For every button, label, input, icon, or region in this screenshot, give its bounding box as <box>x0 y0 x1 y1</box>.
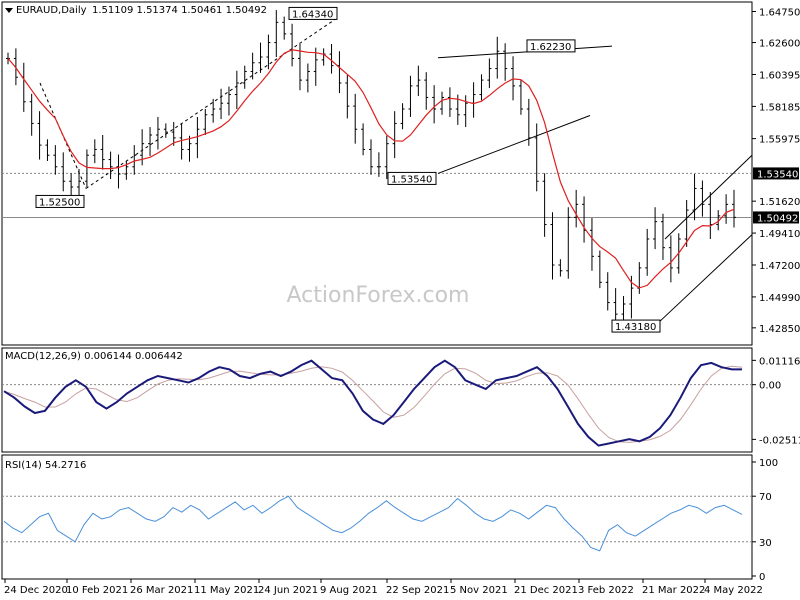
date-tick-label: 5 Nov 2021 <box>450 585 508 596</box>
annotation-label: 1.52500 <box>39 197 80 208</box>
rsi-tick-label: 100 <box>759 458 778 469</box>
candlesticks <box>6 10 736 327</box>
annotation-label: 1.53540 <box>391 174 432 185</box>
price-tick-label: 1.64750 <box>759 8 800 19</box>
chart-header: EURAUD,Daily 1.51109 1.51374 1.50461 1.5… <box>5 5 267 16</box>
resistance-trend-line <box>437 45 613 59</box>
date-tick-label: 21 Mar 2022 <box>642 585 705 596</box>
price-annotations: 1.52500 1.64340 1.53540 1.62230 1.43180 <box>35 6 661 333</box>
date-tick-label: 10 Feb 2021 <box>66 585 128 596</box>
date-tick-label: 11 May 2021 <box>194 585 259 596</box>
annotation-label: 1.43180 <box>615 322 656 333</box>
rsi-panel-frame <box>1 454 753 580</box>
price-tick-label: 1.47200 <box>759 261 800 272</box>
date-tick-label: 4 May 2022 <box>704 585 763 596</box>
channel-lower-line <box>657 234 753 324</box>
annotation-box <box>387 171 437 185</box>
macd-panel: MACD(12,26,9) 0.006144 0.006442 0.011168… <box>2 351 800 447</box>
watermark: ActionForex.com <box>287 283 470 308</box>
dashed-trend-line-rise <box>85 17 339 189</box>
rsi-tick-label: 30 <box>759 538 772 549</box>
annotation-box <box>288 6 338 20</box>
dropdown-triangle-icon[interactable] <box>5 8 13 13</box>
macd-title: MACD(12,26,9) 0.006144 0.006442 <box>5 351 183 362</box>
macd-line <box>3 359 742 447</box>
macd-tick-label: 0.00 <box>759 381 781 392</box>
price-tick-label: 1.55975 <box>759 135 800 146</box>
date-tick-label: 26 Mar 2021 <box>130 585 193 596</box>
level-tag <box>753 167 799 180</box>
channel-upper-line <box>664 154 753 240</box>
symbol-label: EURAUD,Daily <box>16 5 87 16</box>
price-tick-label: 1.42850 <box>759 324 800 335</box>
rsi-title: RSI(14) 54.2716 <box>5 460 86 471</box>
price-tick-label: 1.51620 <box>759 197 800 208</box>
annotation-label: 1.64340 <box>292 9 333 20</box>
rsi-tick-label: 0 <box>759 572 765 583</box>
price-axis: 1.64750 1.62600 1.60395 1.58185 1.55975 1.516… <box>752 8 800 335</box>
dashed-trend-line-left <box>39 82 87 189</box>
date-tick-label: 24 Jun 2021 <box>258 585 318 596</box>
date-tick-label: 9 Aug 2021 <box>320 585 378 596</box>
macd-tick-label: 0.011168 <box>759 356 800 367</box>
rsi-panel: RSI(14) 54.2716 100 70 30 0 <box>2 458 778 583</box>
annotation-box <box>35 194 85 208</box>
price-tick-label: 1.49410 <box>759 229 800 240</box>
ma-line <box>7 49 735 289</box>
annotation-box <box>611 319 661 333</box>
rsi-tick-label: 70 <box>759 492 772 503</box>
price-tick-label: 1.44990 <box>759 293 800 304</box>
level-tag <box>753 211 799 224</box>
trend-lines <box>39 17 753 324</box>
macd-tick-label: -0.025117 <box>759 435 800 446</box>
date-tick-label: 22 Sep 2021 <box>386 585 449 596</box>
date-tick-label: 21 Dec 2021 <box>514 585 578 596</box>
price-tick-label: 1.62600 <box>759 39 800 50</box>
ohlc-values: 1.51109 1.51374 1.50461 1.50492 <box>92 5 267 16</box>
price-levels: 1.53540 1.50492 <box>2 167 799 224</box>
annotation-label: 1.62230 <box>530 42 571 53</box>
annotation-box <box>526 39 576 53</box>
price-tick-label: 1.60395 <box>759 70 800 81</box>
level-tag-label: 1.53540 <box>757 169 798 180</box>
level-tag-label: 1.50492 <box>757 213 798 224</box>
support-trend-line <box>437 115 591 174</box>
price-tick-label: 1.58185 <box>759 102 800 113</box>
date-tick-label: 3 Feb 2022 <box>578 585 634 596</box>
moving-average <box>7 49 735 289</box>
date-tick-label: 24 Dec 2020 <box>4 585 68 596</box>
rsi-line <box>3 495 743 552</box>
macd-panel-frame <box>1 347 753 453</box>
